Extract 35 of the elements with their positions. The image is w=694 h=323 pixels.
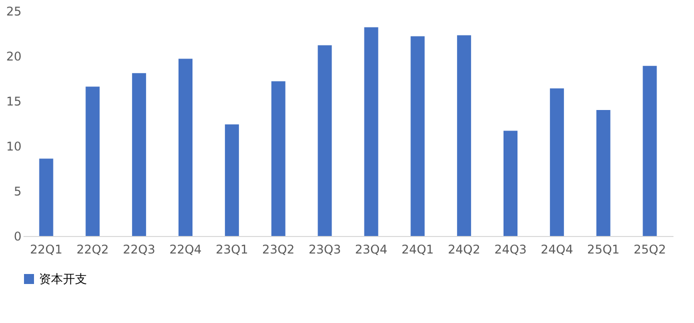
bar (318, 45, 332, 236)
y-tick-label: 10 (6, 140, 22, 154)
bar (132, 73, 146, 236)
bar (364, 27, 378, 236)
x-tick-label: 22Q3 (122, 242, 156, 256)
y-tick-label: 20 (6, 50, 22, 64)
bar (86, 86, 100, 236)
bar (504, 130, 518, 236)
x-tick-label: 24Q1 (401, 242, 434, 256)
bar (39, 158, 54, 236)
x-tick-label: 24Q2 (448, 242, 480, 256)
y-tick-label: 25 (6, 4, 22, 18)
x-tick-label: 24Q3 (494, 242, 527, 256)
bar (596, 110, 610, 236)
bar (271, 81, 286, 236)
bar (410, 36, 425, 236)
x-tick-label: 25Q2 (634, 242, 666, 256)
legend-label: 资本开支 (39, 272, 87, 286)
bar (224, 124, 239, 236)
x-tick-label: 24Q4 (540, 242, 574, 256)
x-tick-label: 23Q4 (355, 242, 388, 256)
x-tick-label: 22Q2 (76, 242, 109, 256)
bar (178, 58, 192, 236)
x-tick-label: 22Q1 (30, 242, 62, 256)
y-tick-label: 0 (14, 230, 22, 244)
x-tick-label: 23Q1 (216, 242, 248, 256)
x-tick-label: 23Q3 (308, 242, 341, 256)
bar (550, 88, 564, 236)
y-tick-label: 5 (14, 184, 22, 198)
y-tick-label: 15 (6, 94, 22, 108)
bar (457, 35, 472, 236)
bar (642, 66, 657, 236)
x-tick-label: 23Q2 (262, 242, 295, 256)
x-tick-label: 25Q1 (587, 242, 620, 256)
x-tick-label: 22Q4 (169, 242, 202, 256)
